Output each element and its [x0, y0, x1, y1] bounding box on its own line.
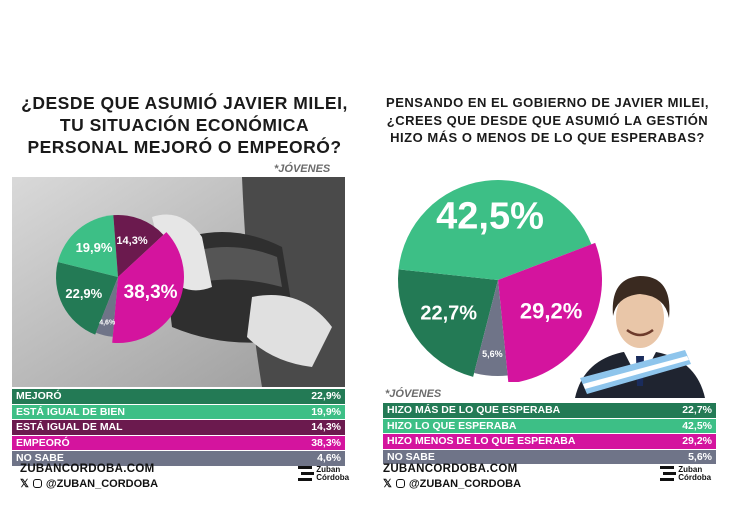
right-title-line: Pensando en el gobierno de Javier Milei, [386, 95, 709, 110]
right-zuban-logo: Zuban Córdoba [660, 465, 711, 483]
legend-row: No sabe 5,6% [383, 449, 716, 464]
pie-slice [112, 232, 184, 343]
left-footer-handle-text: @ZUBAN_CORDOBA [45, 477, 159, 490]
right-segment-tag: *JÓVENES [385, 388, 442, 400]
pie-slice [56, 261, 118, 335]
right-title: Pensando en el gobierno de Javier Milei,… [375, 94, 720, 147]
pie-slice [498, 242, 602, 382]
left-title-line: ¿Desde que asumió Javier Milei, [21, 93, 348, 113]
pie-data-label: 19,9% [76, 240, 113, 255]
pie-data-label: 14,3% [116, 235, 147, 247]
right-logo-line1: Zuban [678, 465, 703, 474]
legend-label: Está igual de mal [16, 421, 123, 434]
pie-data-label: 38,3% [124, 282, 178, 303]
pie-data-label: 29,2% [520, 299, 582, 324]
pie-slice [398, 269, 498, 377]
zuban-logo-icon [298, 466, 314, 481]
legend-value: 29,2% [682, 435, 712, 448]
left-pie-chart: 22,9% 19,9% 14,3% 38,3% 4,6% [56, 215, 184, 343]
legend-value: 14,3% [311, 421, 341, 434]
left-title: ¿Desde que asumió Javier Milei, tu situa… [12, 92, 357, 158]
legend-label: Mejoró [16, 390, 62, 403]
pie-data-label: 22,9% [65, 286, 102, 301]
legend-row: Hizo menos de lo que esperaba 29,2% [383, 434, 716, 449]
legend-row: Empeoró 38,3% [12, 435, 345, 450]
pie-slice [57, 215, 118, 277]
legend-value: 5,6% [688, 450, 712, 463]
left-title-line: tu situación económica [59, 115, 310, 135]
x-icon: 𝕏 [383, 478, 392, 490]
right-legend: Hizo más de lo que esperaba 22,7% Hizo lo … [383, 403, 716, 465]
right-footer-social: 𝕏 @ZUBAN_CORDOBA [383, 477, 522, 491]
left-segment-tag: *JÓVENES [274, 163, 331, 175]
legend-value: 19,9% [311, 405, 341, 418]
legend-row: Hizo más de lo que esperaba 22,7% [383, 403, 716, 418]
left-footer-site: ZUBANCORDOBA.COM [20, 463, 155, 475]
x-icon: 𝕏 [20, 478, 29, 490]
pie-slice [398, 180, 592, 280]
legend-label: Hizo más de lo que esperaba [387, 404, 561, 417]
left-infographic: ¿Desde que asumió Javier Milei, tu situa… [12, 0, 357, 528]
left-zuban-logo: Zuban Córdoba [298, 465, 349, 483]
legend-value: 38,3% [311, 436, 341, 449]
milei-portrait-illustration [575, 276, 705, 398]
legend-row: Está igual de mal 14,3% [12, 420, 345, 435]
legend-row: Mejoró 22,9% [12, 389, 345, 404]
wallet-photo [12, 177, 345, 387]
pie-data-label: 42,5% [436, 196, 544, 238]
pie-data-label: 5,6% [482, 349, 503, 359]
legend-value: 22,9% [311, 390, 341, 403]
right-pie-chart: 22,7% 42,5% 29,2% 5,6% [398, 180, 602, 382]
left-title-line: personal mejoró o empeoró? [27, 137, 342, 157]
left-footer-social: 𝕏 @ZUBAN_CORDOBA [20, 477, 159, 491]
legend-label: Hizo menos de lo que esperaba [387, 435, 576, 448]
left-legend: Mejoró 22,9% Está igual de bien 19,9% Está i… [12, 389, 345, 467]
right-logo-line2: Córdoba [678, 473, 712, 482]
legend-value: 22,7% [682, 404, 712, 417]
pie-slice [95, 277, 118, 337]
instagram-icon [395, 479, 405, 488]
wallet-photo-illustration [12, 177, 345, 387]
milei-portrait [565, 258, 715, 398]
right-footer-site: ZUBANCORDOBA.COM [383, 463, 518, 475]
zuban-logo-icon [660, 466, 676, 481]
legend-label: Hizo lo que esperaba [387, 419, 517, 432]
right-title-line: ¿crees que desde que asumió la gestión [386, 112, 709, 128]
legend-row: Está igual de bien 19,9% [12, 404, 345, 419]
right-title-line: hizo más o menos de lo que esperabas? [390, 130, 705, 145]
left-logo-line1: Zuban [316, 465, 341, 474]
legend-label: Empeoró [16, 436, 70, 449]
legend-row: No sabe 4,6% [12, 451, 345, 466]
left-logo-line2: Córdoba [316, 473, 350, 482]
pie-data-label: 22,7% [420, 302, 477, 324]
right-footer-handle-text: @ZUBAN_CORDOBA [408, 477, 522, 490]
legend-label: Está igual de bien [16, 405, 125, 418]
legend-value: 4,6% [317, 452, 341, 465]
legend-label: No sabe [16, 452, 64, 465]
legend-value: 42,5% [682, 419, 712, 432]
right-infographic: Pensando en el gobierno de Javier Milei,… [375, 0, 720, 528]
legend-label: No sabe [387, 450, 435, 463]
legend-row: Hizo lo que esperaba 42,5% [383, 418, 716, 433]
pie-data-label: 4,6% [99, 319, 116, 326]
pie-slice [113, 215, 164, 277]
instagram-icon [32, 479, 42, 488]
pie-slice [474, 280, 508, 376]
